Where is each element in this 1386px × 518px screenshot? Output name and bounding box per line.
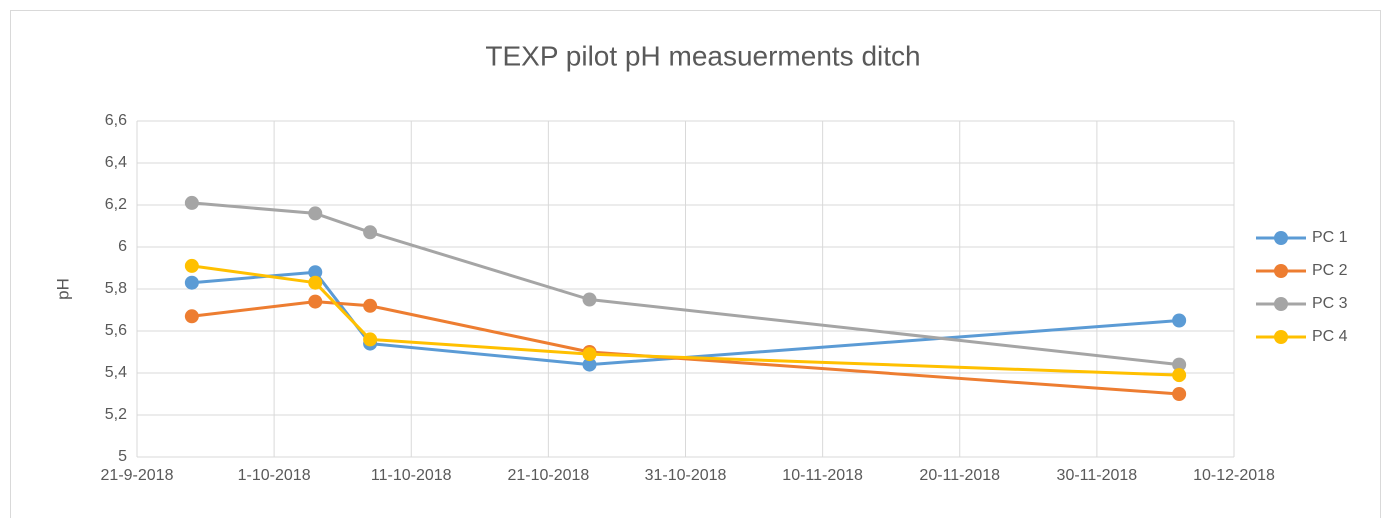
x-tick-label: 10-11-2018 [782,467,863,484]
x-tick-label: 21-9-2018 [101,467,174,484]
y-tick-label: 6,6 [105,112,127,129]
data-point [363,298,378,313]
data-point [582,347,597,362]
y-tick-label: 6 [118,238,127,255]
legend-marker [1274,264,1288,278]
data-point [1172,368,1187,383]
y-tick-label: 6,4 [105,154,127,171]
chart-title: TEXP pilot pH measuerments ditch [485,40,920,71]
data-point [308,275,323,290]
x-tick-label: 11-10-2018 [371,467,452,484]
chart-border [10,10,1381,518]
data-point [308,206,323,221]
data-point [308,265,323,280]
data-point [363,332,378,347]
x-tick-label: 31-10-2018 [645,467,727,484]
legend-label: PC 2 [1312,262,1348,279]
y-tick-label: 5,4 [105,364,127,381]
legend-marker [1274,231,1288,245]
y-tick-label: 5,8 [105,280,127,297]
legend-label: PC 1 [1312,229,1348,246]
y-tick-label: 6,2 [105,196,127,213]
legend-label: PC 3 [1312,295,1348,312]
y-axis-label: pH [53,278,72,300]
legend-marker [1274,297,1288,311]
x-tick-label: 30-11-2018 [1057,467,1138,484]
legend-label: PC 4 [1312,328,1348,345]
x-tick-label: 21-10-2018 [507,467,589,484]
legend-marker [1274,330,1288,344]
data-point [184,258,199,273]
data-point [582,292,597,307]
data-point [1172,387,1187,401]
data-point [1172,313,1187,328]
y-tick-label: 5 [118,448,127,465]
x-tick-label: 20-11-2018 [919,467,1000,484]
data-point [184,195,199,210]
x-tick-label: 10-12-2018 [1193,467,1275,484]
x-tick-label: 1-10-2018 [238,467,311,484]
y-tick-label: 5,2 [105,406,127,423]
data-point [308,294,323,309]
data-point [1172,357,1187,372]
y-tick-label: 5,6 [105,322,127,339]
data-point [184,275,199,290]
data-point [363,225,378,240]
data-point [184,309,199,324]
data-point [582,357,597,372]
